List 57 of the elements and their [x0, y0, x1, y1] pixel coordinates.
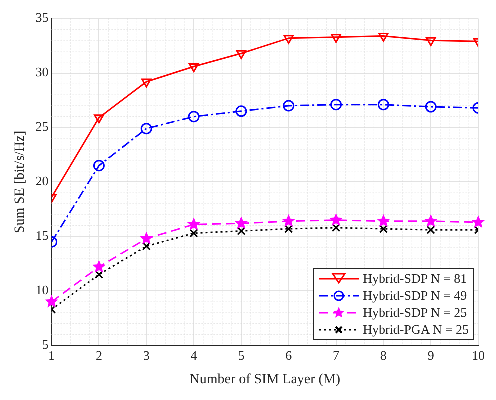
point	[188, 111, 200, 123]
point	[140, 123, 152, 135]
y-axis-title: Sum SE [bit/s/Hz]	[13, 130, 28, 234]
point	[426, 226, 436, 234]
point	[330, 99, 342, 111]
point	[379, 224, 388, 234]
point	[378, 32, 389, 42]
y-tick-label: 35	[36, 10, 49, 26]
y-tick-label: 20	[36, 174, 49, 189]
point	[93, 160, 105, 172]
legend-label: Hybrid-SDP N = 49	[363, 287, 468, 304]
point	[236, 106, 248, 118]
point	[188, 63, 200, 72]
x-tick-label: 5	[238, 348, 245, 363]
x-tick-label: 6	[286, 348, 293, 363]
y-tick-label: 5	[42, 337, 49, 352]
point	[426, 37, 436, 46]
point	[94, 114, 104, 124]
point	[237, 226, 246, 236]
x-tick-label: 4	[190, 348, 198, 363]
point	[190, 229, 198, 238]
point	[330, 213, 343, 226]
x-tick-label: 9	[428, 348, 434, 363]
point	[142, 78, 152, 88]
point	[378, 99, 390, 111]
x-tick-label: 1	[48, 348, 56, 363]
point	[187, 218, 201, 230]
legend-label: Hybrid-SDP N = 25	[363, 304, 468, 321]
legend-label: Hybrid-SDP N = 81	[363, 270, 468, 287]
point	[424, 214, 438, 228]
point	[332, 224, 341, 232]
x-tick-label: 2	[96, 348, 102, 363]
y-tick-label: 10	[36, 282, 49, 298]
point	[94, 270, 104, 280]
y-tick-label: 30	[36, 64, 49, 80]
y-tick-label: 15	[36, 228, 49, 244]
point	[142, 242, 151, 251]
x-tick-label: 7	[333, 348, 340, 363]
point	[331, 34, 342, 44]
point	[236, 50, 247, 60]
point	[472, 216, 486, 228]
point	[425, 101, 437, 113]
point	[284, 224, 294, 234]
x-tick-label: 8	[380, 348, 387, 363]
y-tick-label: 25	[36, 119, 49, 134]
point	[284, 35, 294, 44]
point	[45, 295, 58, 308]
point	[283, 100, 295, 112]
point	[92, 260, 106, 273]
x-axis-title: Number of SIM Layer (M)	[190, 372, 341, 388]
point	[234, 216, 248, 230]
x-tick-label: 3	[143, 348, 150, 363]
x-tick-label: 10	[472, 348, 485, 363]
point	[282, 214, 296, 228]
legend-label: Hybrid-PGA N = 25	[363, 321, 469, 338]
point	[377, 214, 390, 228]
point	[140, 232, 154, 245]
